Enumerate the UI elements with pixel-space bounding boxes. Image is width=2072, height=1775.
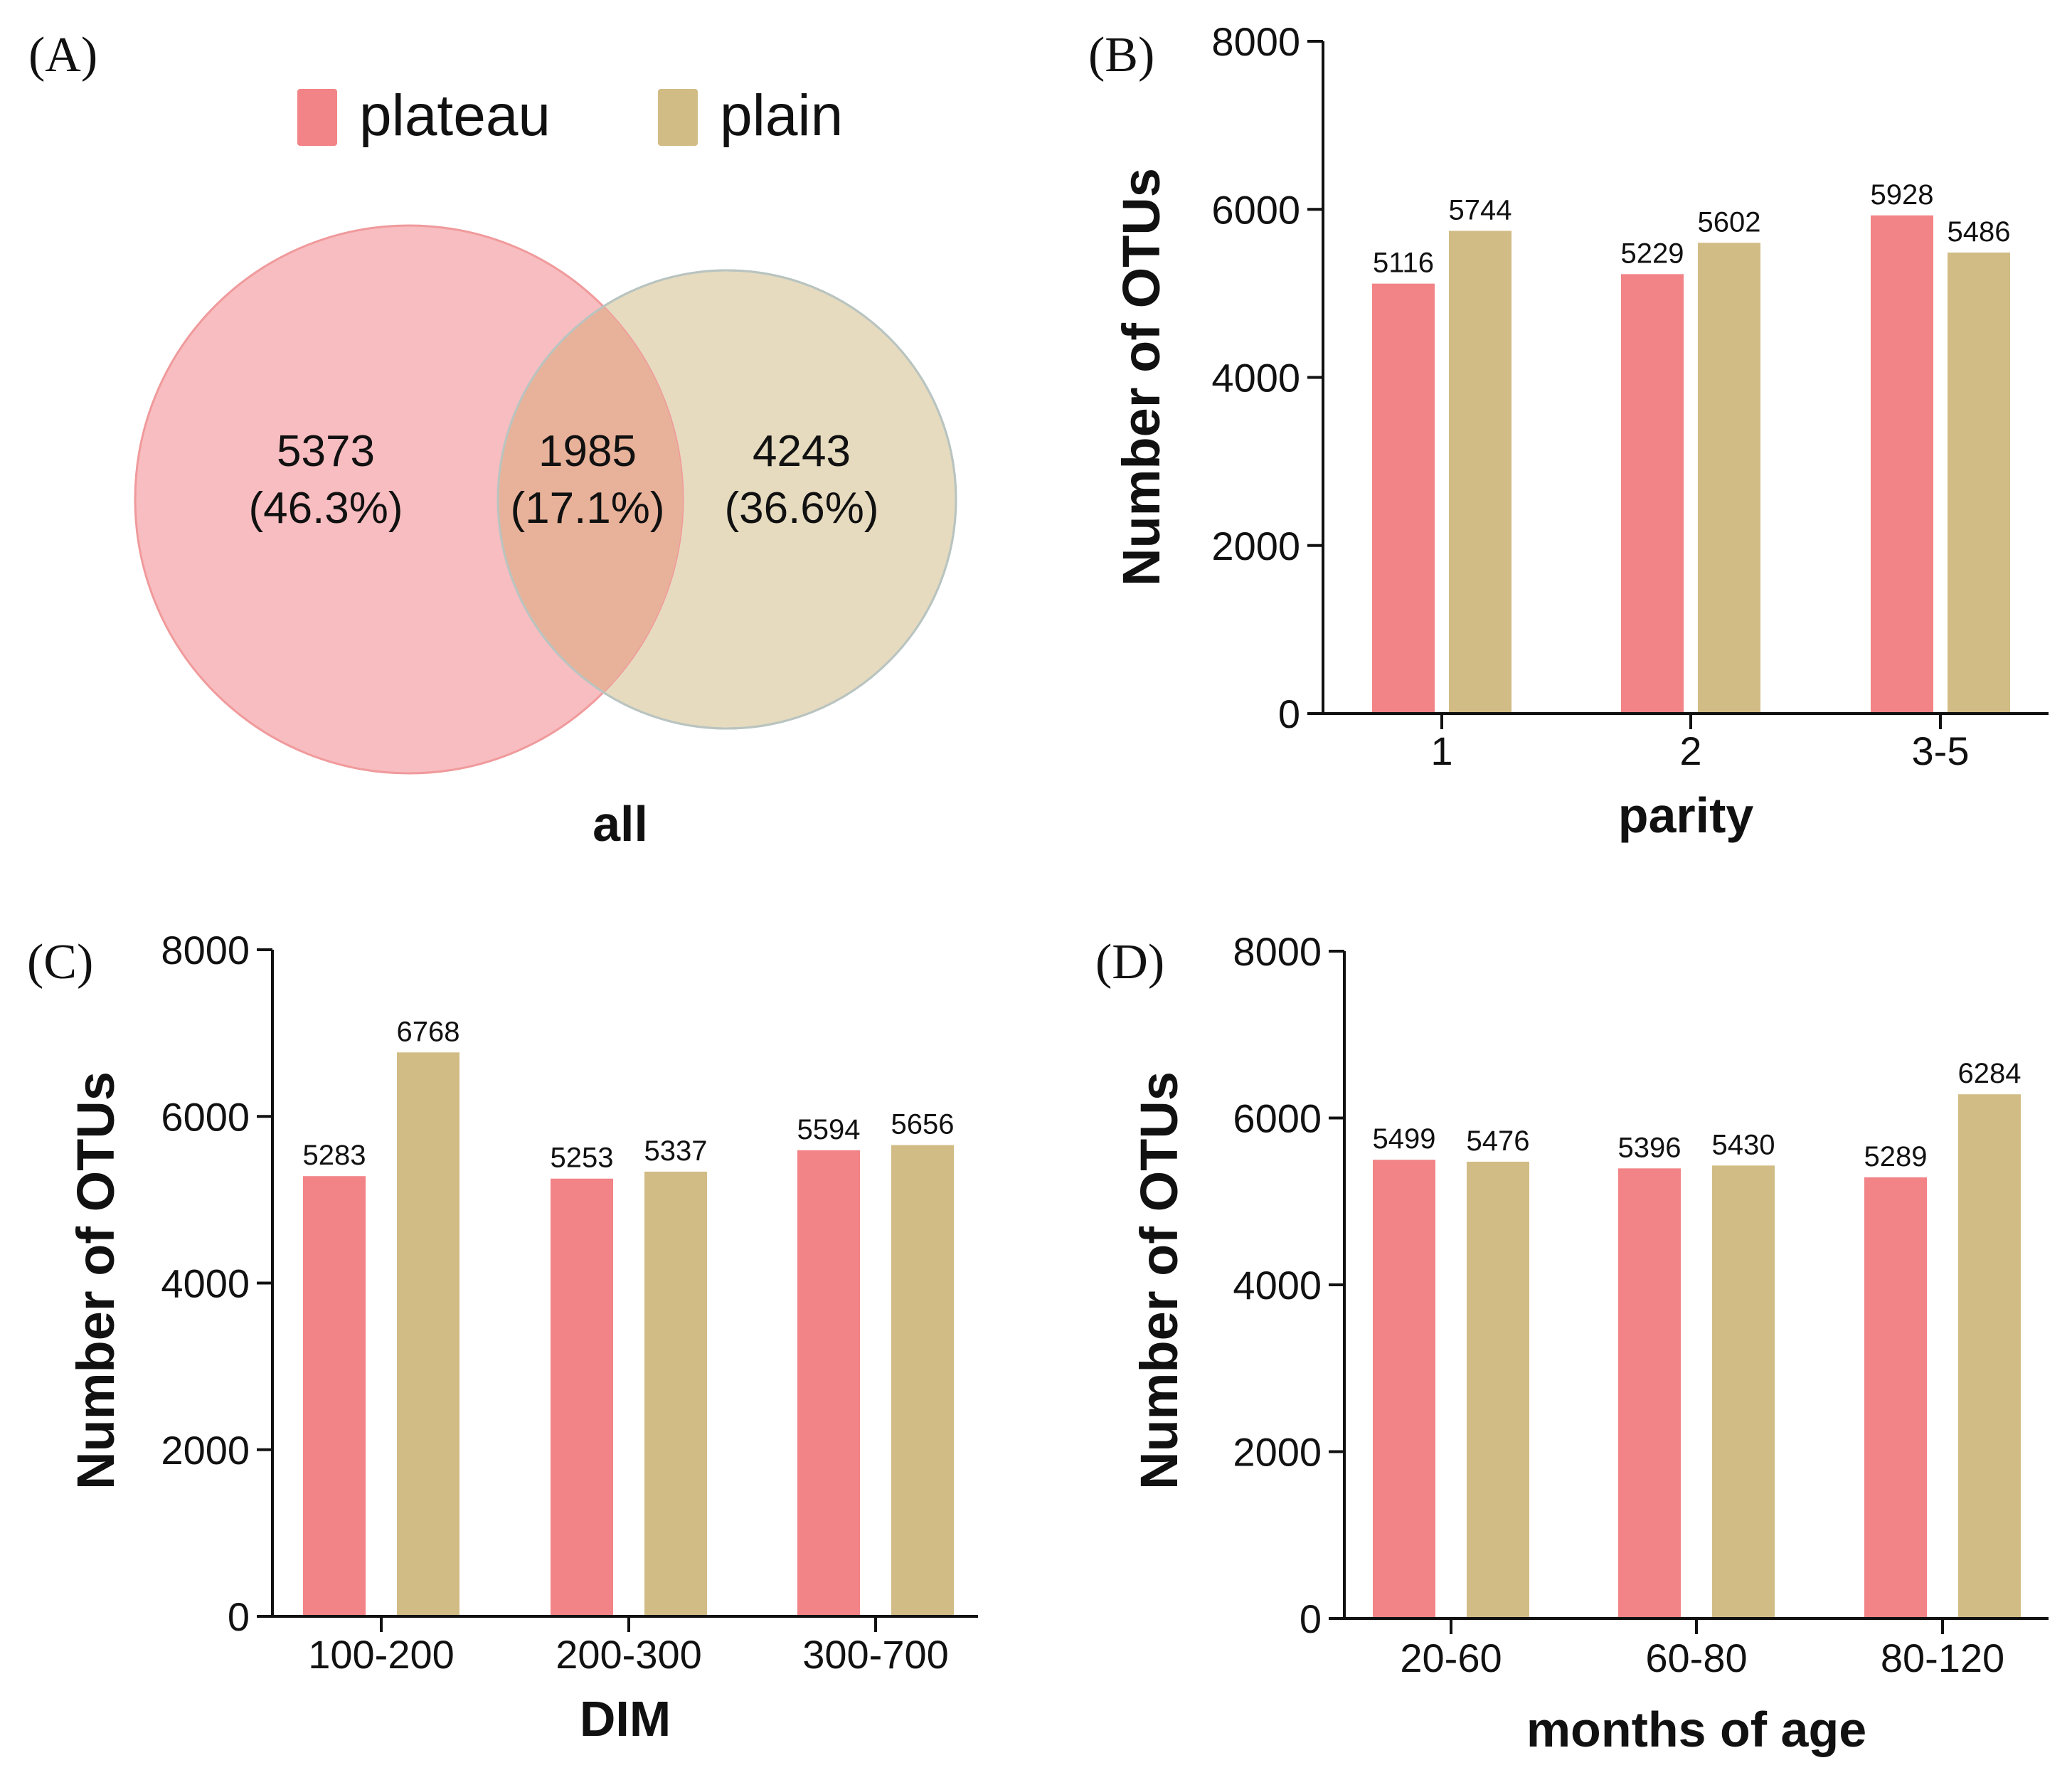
bar-plain-200-300 bbox=[644, 1171, 707, 1615]
panel-d: (D) 0 2000 4000 6000 8000 Number of OTUs 20-60… bbox=[1095, 929, 2049, 1757]
x-tick-label: 200-300 bbox=[556, 1632, 702, 1677]
y-tick-label: 2000 bbox=[161, 1428, 250, 1473]
legend-swatch-plain bbox=[658, 89, 698, 146]
x-tick-label: 300-700 bbox=[802, 1632, 949, 1677]
x-tick-label: 100-200 bbox=[308, 1632, 455, 1677]
bar-plateau-1 bbox=[1372, 283, 1435, 712]
panel-b: (B) 0 2000 4000 6000 8000 Number of OTUs 1 5116… bbox=[1088, 19, 2049, 843]
bar-plateau-100-200 bbox=[303, 1176, 366, 1615]
bar-value-label: 5486 bbox=[1948, 216, 2011, 248]
bar-value-label: 5499 bbox=[1373, 1123, 1436, 1155]
bar-plateau-2 bbox=[1621, 274, 1684, 713]
venn-count-plateau: 5373 bbox=[277, 427, 375, 476]
x-tick-label: 2 bbox=[1679, 728, 1701, 773]
y-tick-label: 6000 bbox=[161, 1094, 250, 1139]
y-tick-label: 0 bbox=[228, 1594, 250, 1639]
x-axis-label: DIM bbox=[580, 1691, 671, 1747]
bar-value-label: 5744 bbox=[1449, 194, 1512, 226]
panel-a: (A) plateau plain 5373 (46.3%) 1985 (17.… bbox=[28, 28, 957, 852]
bar-value-label: 5476 bbox=[1467, 1125, 1530, 1157]
y-tick-label: 2000 bbox=[1211, 524, 1300, 568]
bar-value-label: 6284 bbox=[1958, 1058, 2021, 1089]
y-tick-label: 4000 bbox=[1233, 1263, 1322, 1308]
y-tick-label: 8000 bbox=[161, 928, 250, 973]
venn-percent-plain: (36.6%) bbox=[724, 484, 878, 533]
bar-plain-300-700 bbox=[891, 1145, 954, 1615]
panel-label-b: (B) bbox=[1088, 28, 1154, 83]
y-tick-label: 0 bbox=[1278, 692, 1300, 736]
y-tick-label: 4000 bbox=[161, 1261, 250, 1306]
bar-plain-2 bbox=[1698, 243, 1760, 712]
y-tick-label: 8000 bbox=[1233, 929, 1322, 974]
bar-value-label: 5602 bbox=[1698, 206, 1761, 238]
x-tick-label: 1 bbox=[1430, 728, 1452, 773]
bar-value-label: 5253 bbox=[551, 1143, 614, 1174]
panel-label-c: (C) bbox=[27, 935, 93, 990]
chart-b: 0 2000 4000 6000 8000 Number of OTUs 1 5116 5744… bbox=[1112, 19, 2049, 843]
venn-percent-intersection: (17.1%) bbox=[510, 484, 664, 533]
chart-c: 0 2000 4000 6000 8000 Number of OTUs 100-200 52… bbox=[66, 928, 978, 1747]
bar-plateau-60-80 bbox=[1618, 1168, 1681, 1617]
chart-d: 0 2000 4000 6000 8000 Number of OTUs 20-60 5499… bbox=[1130, 929, 2049, 1757]
y-axis-label: Number of OTUs bbox=[1112, 168, 1171, 586]
y-tick-label: 6000 bbox=[1233, 1096, 1322, 1141]
bar-value-label: 5229 bbox=[1621, 238, 1684, 269]
x-tick-label: 60-80 bbox=[1645, 1636, 1747, 1680]
y-tick-label: 2000 bbox=[1233, 1430, 1322, 1475]
bar-plateau-3-5 bbox=[1871, 215, 1933, 712]
bar-value-label: 5396 bbox=[1618, 1132, 1681, 1163]
y-axis-label: Number of OTUs bbox=[1130, 1071, 1189, 1490]
venn-percent-plateau: (46.3%) bbox=[248, 484, 403, 533]
bar-plateau-80-120 bbox=[1864, 1177, 1927, 1617]
bar-plain-20-60 bbox=[1467, 1161, 1529, 1617]
bar-plateau-20-60 bbox=[1373, 1160, 1435, 1617]
legend-swatch-plateau bbox=[297, 89, 337, 146]
legend-label-plain: plain bbox=[720, 83, 843, 148]
bar-value-label: 5430 bbox=[1712, 1129, 1775, 1160]
x-tick-label: 20-60 bbox=[1400, 1636, 1502, 1680]
y-tick-label: 4000 bbox=[1211, 356, 1300, 401]
bar-value-label: 5594 bbox=[797, 1114, 861, 1145]
venn-count-plain: 4243 bbox=[753, 427, 851, 476]
x-axis-label: months of age bbox=[1526, 1702, 1866, 1757]
y-tick-label: 0 bbox=[1300, 1596, 1322, 1641]
x-axis-label: parity bbox=[1618, 788, 1754, 843]
panel-label-a: (A) bbox=[28, 28, 97, 83]
panel-c: (C) 0 2000 4000 6000 8000 Number of OTUs 100-2… bbox=[27, 928, 978, 1747]
bar-plain-80-120 bbox=[1958, 1094, 2021, 1617]
venn-circle-plain-outline bbox=[496, 269, 957, 730]
bar-plain-100-200 bbox=[397, 1052, 459, 1615]
y-tick-label: 6000 bbox=[1211, 187, 1300, 232]
legend-label-plateau: plateau bbox=[359, 83, 551, 148]
bar-plateau-200-300 bbox=[551, 1178, 613, 1615]
bar-value-label: 5116 bbox=[1373, 248, 1434, 279]
bar-plain-60-80 bbox=[1712, 1165, 1775, 1617]
bar-value-label: 5928 bbox=[1871, 179, 1934, 211]
bar-value-label: 5289 bbox=[1864, 1141, 1928, 1172]
bar-value-label: 5283 bbox=[303, 1140, 366, 1171]
venn-overlap bbox=[498, 270, 683, 728]
bar-value-label: 5337 bbox=[644, 1135, 708, 1167]
bar-plateau-300-700 bbox=[797, 1150, 860, 1615]
venn-count-intersection: 1985 bbox=[538, 427, 637, 476]
y-tick-label: 8000 bbox=[1211, 19, 1300, 64]
bar-plain-3-5 bbox=[1948, 252, 2010, 712]
bar-value-label: 6768 bbox=[397, 1016, 460, 1047]
y-axis-label: Number of OTUs bbox=[66, 1071, 125, 1490]
bar-plain-1 bbox=[1449, 231, 1512, 712]
venn-xlabel: all bbox=[593, 796, 648, 852]
bar-value-label: 5656 bbox=[891, 1109, 955, 1140]
x-tick-label: 3-5 bbox=[1912, 728, 1970, 773]
x-tick-label: 80-120 bbox=[1881, 1636, 2004, 1680]
panel-label-d: (D) bbox=[1095, 935, 1164, 990]
